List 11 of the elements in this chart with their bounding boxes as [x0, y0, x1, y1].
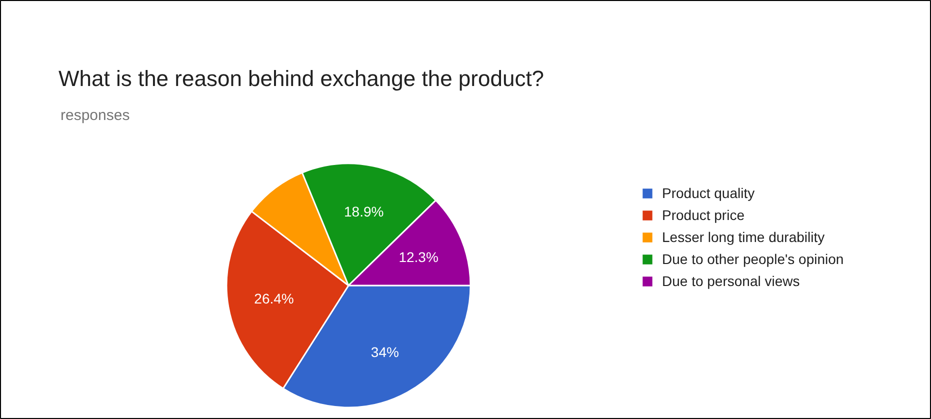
- data-label: 12.3%: [398, 248, 438, 265]
- legend-label: Lesser long time durability: [662, 229, 825, 245]
- legend-label: Due to other people's opinion: [662, 251, 844, 267]
- legend-label: Due to personal views: [662, 273, 800, 289]
- chart-title: What is the reason behind exchange the product?: [58, 66, 544, 91]
- data-label: 26.4%: [254, 290, 294, 307]
- text: responses: [60, 107, 130, 124]
- data-label: 34%: [370, 344, 399, 360]
- legend-label: Product price: [662, 207, 744, 223]
- data-label: 18.9%: [344, 203, 384, 220]
- legend-label: Product quality: [662, 185, 755, 201]
